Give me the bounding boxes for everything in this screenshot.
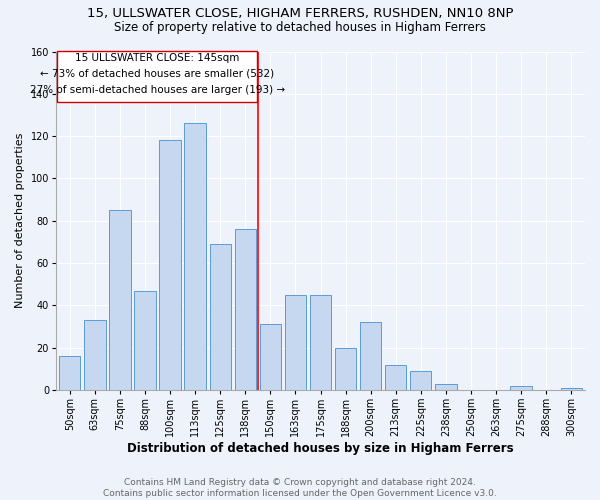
Bar: [59, 356, 80, 390]
Bar: [310, 295, 331, 390]
Bar: [184, 124, 206, 390]
Bar: [335, 348, 356, 390]
Bar: [134, 290, 155, 390]
Bar: [209, 244, 231, 390]
Bar: [385, 364, 406, 390]
Bar: [285, 295, 306, 390]
Text: 27% of semi-detached houses are larger (193) →: 27% of semi-detached houses are larger (…: [30, 84, 285, 94]
Text: ← 73% of detached houses are smaller (532): ← 73% of detached houses are smaller (53…: [40, 68, 274, 78]
Text: Size of property relative to detached houses in Higham Ferrers: Size of property relative to detached ho…: [114, 21, 486, 34]
Bar: [410, 371, 431, 390]
Bar: [560, 388, 582, 390]
Text: 15 ULLSWATER CLOSE: 145sqm: 15 ULLSWATER CLOSE: 145sqm: [75, 53, 239, 63]
Bar: [360, 322, 381, 390]
X-axis label: Distribution of detached houses by size in Higham Ferrers: Distribution of detached houses by size …: [127, 442, 514, 455]
Text: Contains HM Land Registry data © Crown copyright and database right 2024.
Contai: Contains HM Land Registry data © Crown c…: [103, 478, 497, 498]
Bar: [435, 384, 457, 390]
Bar: [235, 229, 256, 390]
Text: 15, ULLSWATER CLOSE, HIGHAM FERRERS, RUSHDEN, NN10 8NP: 15, ULLSWATER CLOSE, HIGHAM FERRERS, RUS…: [87, 8, 513, 20]
Bar: [160, 140, 181, 390]
Y-axis label: Number of detached properties: Number of detached properties: [15, 133, 25, 308]
Bar: [260, 324, 281, 390]
Bar: [84, 320, 106, 390]
Bar: [109, 210, 131, 390]
Bar: [57, 52, 257, 102]
Bar: [511, 386, 532, 390]
